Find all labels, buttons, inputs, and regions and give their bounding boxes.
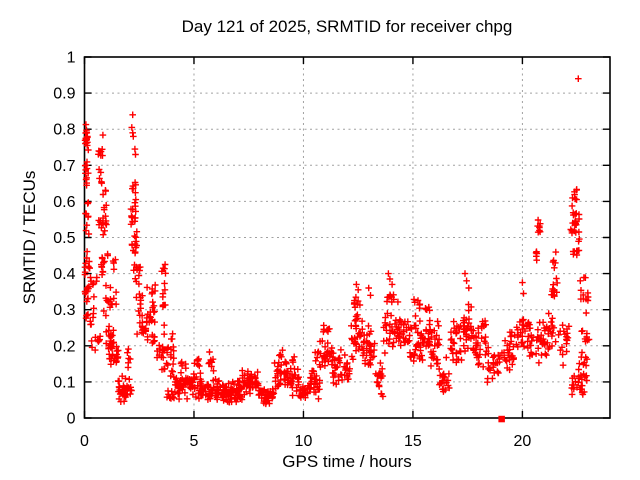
y-tick-label: 0.3	[53, 302, 75, 319]
chart-title: Day 121 of 2025, SRMTID for receiver chp…	[182, 17, 513, 36]
x-tick-label: 10	[295, 433, 313, 450]
y-tick-label: 0.1	[53, 374, 75, 391]
y-tick-label: 0.7	[53, 158, 75, 175]
flagged-zero-point-marker	[498, 415, 505, 423]
scatter-points	[81, 75, 593, 408]
x-tick-label: 15	[404, 433, 422, 450]
x-tick-label: 0	[80, 433, 89, 450]
y-tick-label: 0	[67, 411, 76, 428]
x-axis-label: GPS time / hours	[282, 452, 411, 471]
y-tick-label: 0.6	[53, 194, 75, 211]
y-tick-labels: 0 0.1 0.2 0.3 0.4 0.5 0.6 0.7 0.8 0.9 1	[53, 50, 75, 428]
y-tick-label: 1	[67, 50, 76, 67]
y-tick-label: 0.4	[53, 266, 75, 283]
x-tick-labels: 0 5 10 15 20	[80, 433, 531, 450]
y-tick-label: 0.5	[53, 230, 75, 247]
y-tick-label: 0.8	[53, 122, 75, 139]
y-tick-label: 0.2	[53, 338, 75, 355]
x-tick-label: 20	[514, 433, 532, 450]
y-tick-label: 0.9	[53, 86, 75, 103]
x-tick-label: 5	[190, 433, 199, 450]
y-axis-label: SRMTID / TECUs	[20, 171, 39, 305]
